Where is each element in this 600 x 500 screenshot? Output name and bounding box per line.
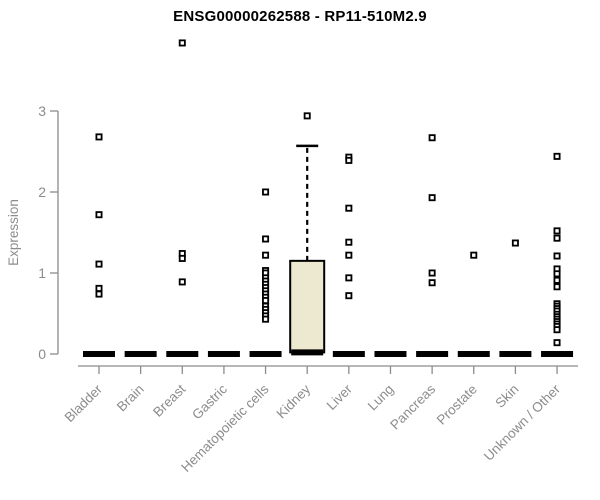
data-point (553, 227, 561, 235)
data-point (470, 251, 478, 259)
y-tick-label: 2 (38, 184, 46, 200)
median-bar (83, 351, 115, 357)
data-point (178, 254, 186, 262)
x-tick-label: Lung (365, 382, 397, 414)
median-bar (166, 351, 199, 357)
data-point (95, 290, 103, 298)
data-point (262, 315, 270, 323)
data-point (428, 279, 436, 287)
y-tick-label: 1 (38, 265, 46, 281)
data-point (553, 276, 561, 284)
y-axis-label: Expression (6, 199, 21, 266)
data-point (553, 339, 561, 347)
y-tick-label: 3 (38, 103, 46, 119)
data-point (303, 112, 311, 120)
x-tick-label: Liver (324, 381, 356, 413)
median-bar (457, 351, 490, 357)
median-bar (291, 349, 324, 356)
x-tick-label: Brain (114, 382, 147, 415)
chart-title: ENSG00000262588 - RP11-510M2.9 (173, 8, 427, 25)
x-tick-label: Pancreas (387, 381, 438, 432)
data-point (262, 188, 270, 196)
data-point (553, 270, 561, 278)
data-point (262, 251, 270, 259)
data-point (553, 252, 561, 260)
x-tick-label: Gastric (189, 381, 230, 422)
data-point (553, 326, 561, 334)
data-point (428, 134, 436, 142)
data-point (345, 204, 353, 212)
median-bar (249, 351, 282, 357)
data-point (553, 283, 561, 291)
median-bar (499, 351, 532, 357)
data-point (95, 260, 103, 268)
median-bar (332, 351, 365, 357)
median-bar (416, 351, 449, 357)
median-bar (124, 351, 157, 357)
data-point (553, 152, 561, 160)
median-bar (541, 351, 574, 357)
data-point (345, 292, 353, 300)
data-point (345, 156, 353, 164)
data-point (345, 251, 353, 259)
data-point (262, 297, 270, 305)
x-tick-label: Bladder (62, 381, 106, 425)
x-tick-label: Prostate (434, 382, 480, 428)
data-point (95, 211, 103, 219)
data-point (262, 235, 270, 243)
data-point (95, 133, 103, 141)
data-point (178, 278, 186, 286)
data-point (511, 239, 519, 247)
data-point (95, 284, 103, 292)
x-tick-label: Breast (150, 381, 188, 419)
y-tick-label: 0 (38, 346, 46, 362)
data-point (553, 234, 561, 242)
x-tick-label: Skin (492, 382, 521, 411)
data-point (178, 39, 186, 47)
x-tick-label: Kidney (274, 381, 314, 421)
data-point (345, 238, 353, 246)
data-point (428, 269, 436, 277)
median-bar (374, 351, 407, 357)
box (289, 259, 326, 354)
x-tick-label: Unknown / Other (481, 381, 564, 464)
median-bar (207, 351, 240, 357)
data-point (345, 274, 353, 282)
data-point (428, 194, 436, 202)
